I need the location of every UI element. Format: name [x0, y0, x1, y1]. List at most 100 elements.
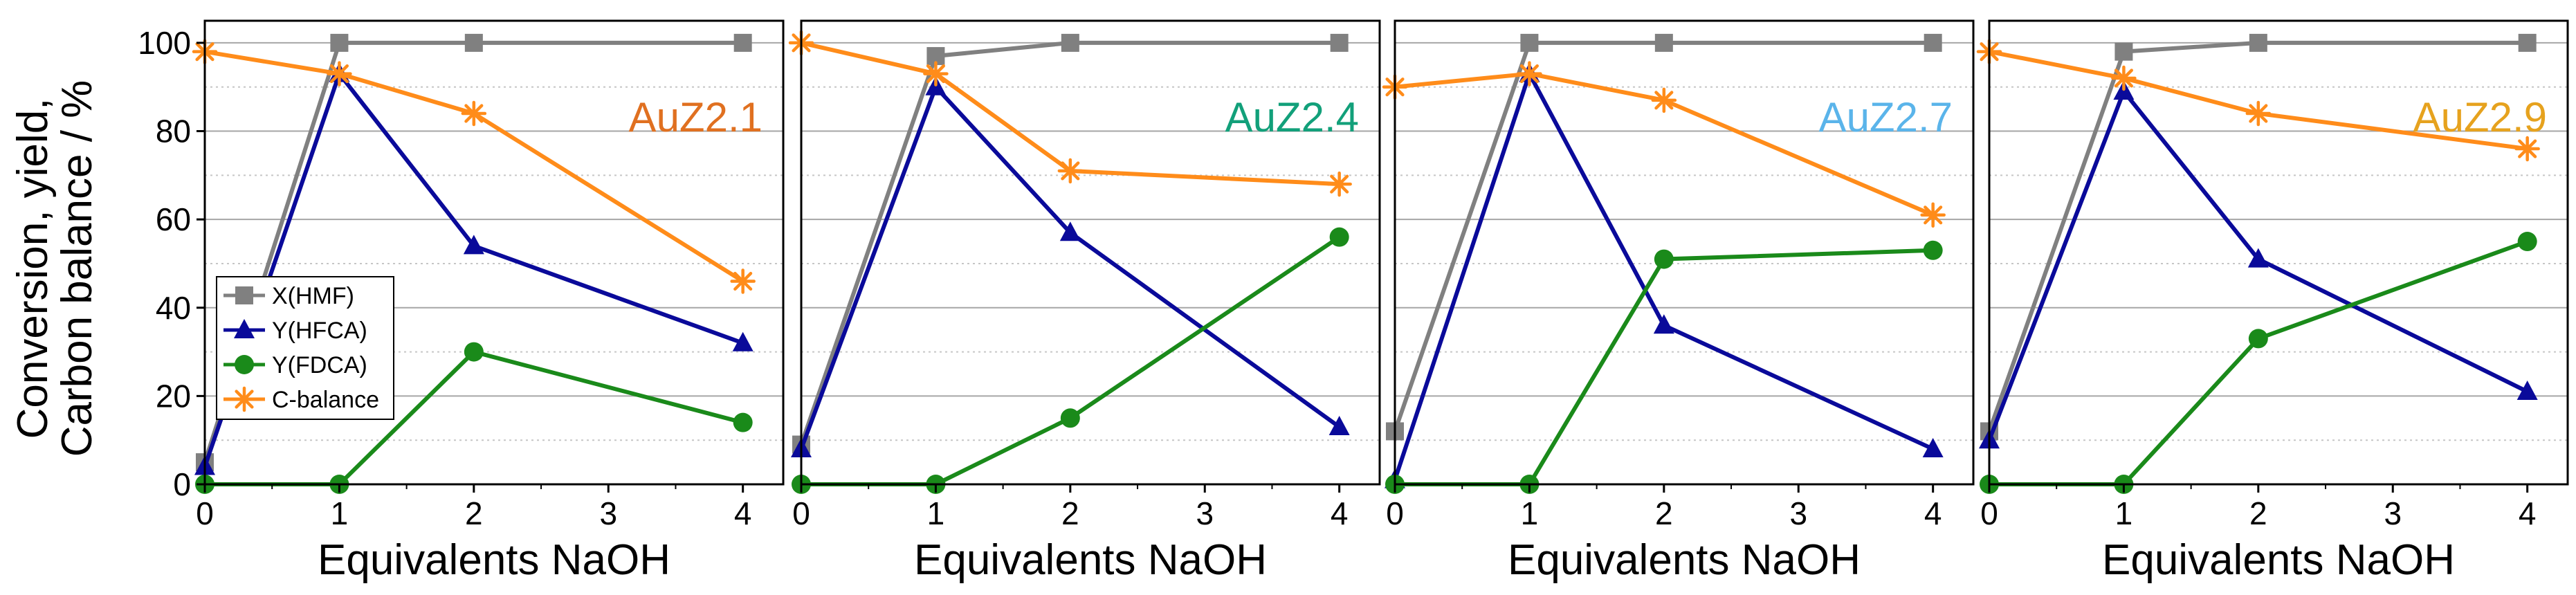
legend-label: Y(FDCA): [272, 352, 367, 378]
data-point: [923, 61, 949, 86]
x-tick-label: 2: [2249, 495, 2267, 531]
x-axis-title: Equivalents NaOH: [1508, 536, 1861, 584]
data-point: [1057, 158, 1084, 184]
data-point: [2248, 329, 2268, 349]
legend-label: Y(HFCA): [272, 318, 367, 344]
legend-entry: Y(HFCA): [223, 318, 367, 344]
data-point: [733, 33, 752, 52]
data-point: [2111, 65, 2137, 91]
data-point: [732, 331, 753, 351]
x-tick-label: 2: [1655, 495, 1673, 531]
data-point: [1061, 33, 1079, 52]
data-point: [1328, 416, 1350, 436]
data-point: [1520, 33, 1539, 52]
x-tick-label: 1: [2115, 495, 2133, 531]
data-point: [1922, 437, 1944, 457]
series-line: [801, 235, 1341, 486]
y-axis-label: Conversion, yield, Carbon balance / %: [9, 80, 101, 457]
plot-frame: [203, 19, 785, 486]
data-point: [1654, 249, 1674, 269]
data-point: [1517, 61, 1542, 86]
catalyst-label: AuZ2.9: [2413, 94, 2547, 140]
data-point: [1326, 171, 1352, 197]
catalyst-label: AuZ2.7: [1819, 94, 1953, 140]
legend-entry: Y(FDCA): [223, 352, 367, 378]
data-point: [1653, 314, 1674, 334]
x-tick-label: 4: [2519, 495, 2537, 531]
data-point: [464, 33, 483, 52]
legend-marker: [235, 355, 254, 374]
plot-frame: [1394, 19, 1975, 486]
x-tick-label: 0: [792, 495, 810, 531]
series-line: [203, 40, 743, 464]
chart-panel-3: 0 1 2 3 4 Equivalents NaOH AuZ2.7: [1382, 19, 1975, 584]
data-point: [463, 235, 484, 255]
legend-label: C-balance: [272, 387, 379, 413]
catalyst-label: AuZ2.4: [1225, 94, 1359, 140]
data-point: [1654, 33, 1673, 52]
plot-frame: [800, 19, 1381, 486]
x-tick-label: 4: [1331, 495, 1349, 531]
series-line: [1987, 40, 2528, 432]
series-line: [203, 71, 744, 468]
data-point: [327, 61, 352, 86]
series-line: [1394, 71, 1934, 217]
legend-marker: [235, 286, 253, 304]
data-point: [1059, 221, 1081, 241]
x-tick-label: 1: [331, 495, 349, 531]
y-tick-label: 60: [156, 201, 191, 237]
series-line: [799, 40, 1340, 446]
series-x-hmf-: [1386, 33, 1942, 441]
x-tick-label: 3: [2384, 495, 2402, 531]
x-tick-label: 4: [734, 495, 752, 531]
x-axis-title: Equivalents NaOH: [2102, 536, 2455, 584]
data-point: [464, 342, 484, 362]
data-point: [2516, 381, 2538, 400]
y-axis-label-line1: Conversion, yield,: [9, 98, 57, 439]
legend-entry: X(HMF): [223, 283, 354, 309]
x-tick-label: 2: [465, 495, 483, 531]
series-line: [799, 84, 1341, 450]
y-tick-label: 40: [156, 290, 191, 326]
series-line: [1987, 89, 2528, 441]
x-tick-label: 1: [927, 495, 945, 531]
data-point: [2517, 232, 2537, 252]
data-point: [730, 268, 756, 294]
y-tick-label: 20: [156, 378, 191, 414]
data-point: [2514, 136, 2540, 162]
series-line: [1393, 40, 1933, 432]
legend-marker: [231, 386, 257, 412]
series-x-hmf-: [792, 33, 1349, 454]
x-tick-label: 1: [1521, 495, 1539, 531]
legend-label: X(HMF): [272, 283, 354, 309]
data-point: [2114, 42, 2133, 61]
series-line: [1395, 248, 1933, 486]
series-line: [1989, 49, 2528, 152]
x-tick-label: 0: [1980, 495, 1998, 531]
data-point: [1060, 408, 1080, 428]
series-y-fdca-: [1385, 240, 1943, 494]
data-point: [461, 100, 487, 127]
data-point: [1329, 227, 1349, 247]
x-tick-label: 0: [196, 495, 214, 531]
y-tick-label: 80: [156, 113, 191, 149]
chart-panel-4: 0 1 2 3 4 Equivalents NaOH AuZ2.9: [1976, 19, 2569, 584]
catalyst-label: AuZ2.1: [629, 94, 762, 140]
series-line: [204, 49, 745, 284]
series-c-balance: [1382, 61, 1946, 228]
y-axis-label-line2: Carbon balance / %: [53, 80, 101, 457]
plot-frame: [1988, 19, 2569, 486]
data-point: [2247, 248, 2269, 268]
data-point: [733, 412, 753, 432]
data-point: [2249, 33, 2267, 52]
data-point: [2518, 33, 2537, 52]
x-tick-label: 2: [1061, 495, 1079, 531]
x-tick-label: 4: [1924, 495, 1942, 531]
y-tick-label: 0: [173, 466, 191, 502]
x-tick-label: 3: [1196, 495, 1214, 531]
series-line: [801, 40, 1340, 187]
legend-entry: C-balance: [223, 386, 379, 413]
